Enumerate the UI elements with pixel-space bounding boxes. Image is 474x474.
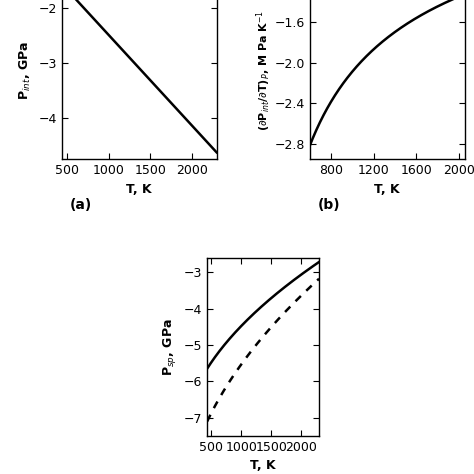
Y-axis label: P$_{int}$, GPa: P$_{int}$, GPa [18, 41, 33, 100]
X-axis label: T, K: T, K [250, 459, 276, 473]
X-axis label: T, K: T, K [374, 183, 400, 196]
Y-axis label: ($\partial$P$_{int}$/$\partial$T)$_P$, M Pa K$^{-1}$: ($\partial$P$_{int}$/$\partial$T)$_P$, M… [255, 9, 273, 131]
X-axis label: T, K: T, K [126, 183, 152, 196]
Text: (a): (a) [69, 199, 91, 212]
Text: (b): (b) [317, 199, 340, 212]
Y-axis label: P$_{sp}$, GPa: P$_{sp}$, GPa [161, 318, 178, 376]
